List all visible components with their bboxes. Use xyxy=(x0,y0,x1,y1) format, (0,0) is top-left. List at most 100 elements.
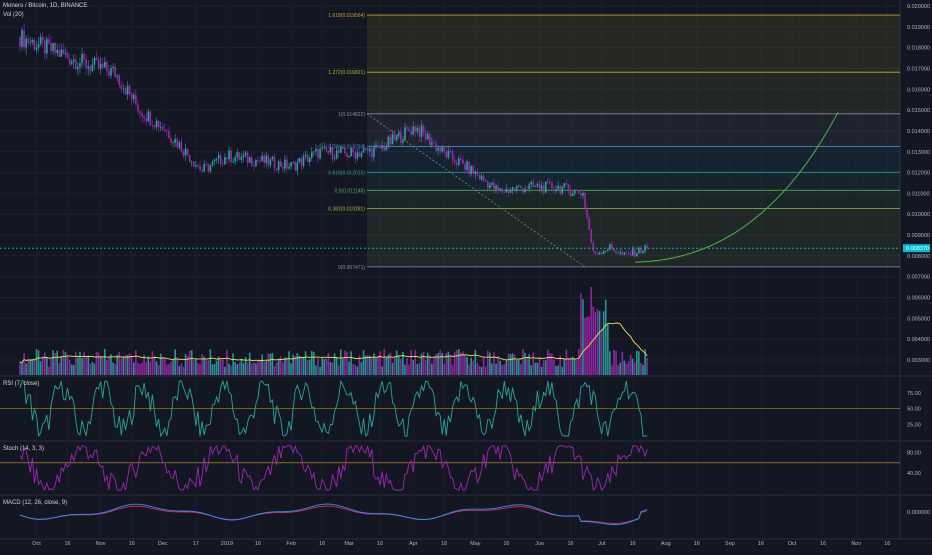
candle-body xyxy=(93,58,96,65)
candle-body xyxy=(553,188,555,191)
candle-body xyxy=(50,43,52,52)
candle-body xyxy=(420,125,423,137)
volume-bar xyxy=(621,351,624,375)
time-tick-label: 16 xyxy=(820,541,826,547)
projection-curve xyxy=(635,111,839,263)
volume-bar xyxy=(631,358,634,375)
volume-bar xyxy=(180,363,183,375)
candle-body xyxy=(99,63,102,69)
volume-bar xyxy=(141,362,143,375)
candle-body xyxy=(172,142,174,144)
volume-bar xyxy=(21,363,23,375)
volume-bar xyxy=(350,351,352,375)
candle-body xyxy=(155,120,158,128)
volume-bar xyxy=(240,358,243,375)
volume-bar xyxy=(602,311,605,375)
candle-body xyxy=(261,155,263,162)
candle-body xyxy=(331,147,334,160)
volume-bar xyxy=(379,351,381,375)
candle-body xyxy=(114,66,116,77)
candle-body xyxy=(526,188,528,190)
candle-body xyxy=(217,155,220,159)
volume-bar xyxy=(85,356,87,375)
candle-body xyxy=(393,134,396,140)
candle-body xyxy=(571,193,574,196)
price-tick-label: 0.006000 xyxy=(907,296,930,302)
volume-bar xyxy=(445,352,448,375)
volume-bar xyxy=(199,364,201,375)
candle-body xyxy=(594,251,597,254)
volume-bar xyxy=(323,359,326,375)
candle-body xyxy=(416,127,419,132)
time-tick-label: 16 xyxy=(319,541,325,547)
volume-bar xyxy=(149,361,152,375)
candle-body xyxy=(640,247,642,254)
candle-body xyxy=(486,181,489,189)
candle-body xyxy=(621,251,624,255)
candle-body xyxy=(476,172,479,176)
candle-body xyxy=(315,148,317,152)
candle-body xyxy=(132,94,135,100)
candle-body xyxy=(219,155,222,165)
candle-body xyxy=(327,150,330,153)
volume-bar xyxy=(205,360,208,375)
volume-bar xyxy=(27,358,30,375)
volume-bar xyxy=(230,365,232,375)
volume-bar xyxy=(120,358,123,375)
candle-body xyxy=(635,253,638,257)
volume-bar xyxy=(282,362,284,375)
candle-body xyxy=(135,94,137,105)
candle-body xyxy=(385,146,388,151)
volume-bar xyxy=(551,353,553,375)
volume-bar xyxy=(366,354,369,375)
candle-body xyxy=(623,252,626,255)
candle-body xyxy=(159,126,162,128)
fib-trend-line xyxy=(366,113,586,268)
volume-bar xyxy=(333,353,336,375)
volume-bar xyxy=(253,361,255,375)
volume-bar xyxy=(375,357,377,375)
candle-body xyxy=(259,161,261,162)
volume-bar xyxy=(377,355,379,375)
candle-body xyxy=(35,47,38,50)
candle-body xyxy=(308,157,311,163)
volume-bar xyxy=(346,351,348,375)
candle-body xyxy=(145,118,147,122)
candle-body xyxy=(325,146,328,151)
volume-bar xyxy=(532,352,535,375)
volume-bar xyxy=(584,317,586,375)
candle-body xyxy=(186,148,189,156)
volume-bar xyxy=(298,355,301,375)
volume-bars xyxy=(19,287,648,375)
volume-bar xyxy=(81,358,83,375)
volume-bar xyxy=(56,350,58,375)
candle-body xyxy=(466,161,468,170)
volume-bar xyxy=(300,358,303,375)
time-tick-label: 16 xyxy=(64,541,70,547)
candle-body xyxy=(412,126,415,135)
price-tick-label: 0.015000 xyxy=(907,108,930,114)
price-tick-label: 0.017000 xyxy=(907,66,930,72)
volume-bar xyxy=(623,360,626,375)
volume-bar xyxy=(25,363,27,375)
volume-bar xyxy=(344,350,346,375)
time-tick-label: Oct xyxy=(788,541,797,547)
volume-bar xyxy=(147,356,150,375)
volume-bar xyxy=(313,351,315,375)
candle-body xyxy=(139,111,141,114)
candle-body xyxy=(70,61,73,65)
candle-body xyxy=(277,161,280,171)
time-tick-label: 2019 xyxy=(221,541,233,547)
time-tick-label: 16 xyxy=(630,541,636,547)
volume-bar xyxy=(166,364,168,375)
candle-body xyxy=(85,59,87,69)
time-tick-label: Nov xyxy=(851,541,861,547)
candle-body xyxy=(143,116,145,119)
candle-body xyxy=(317,148,319,159)
fib-retracement[interactable]: 1.618(0.019564) 1.272(0.016821) 1(0.014822… xyxy=(328,13,900,271)
fib-level-label: 0(0.007471) xyxy=(338,265,365,271)
candle-body xyxy=(294,161,297,171)
volume-bar xyxy=(232,353,234,375)
volume-bar xyxy=(598,310,601,375)
